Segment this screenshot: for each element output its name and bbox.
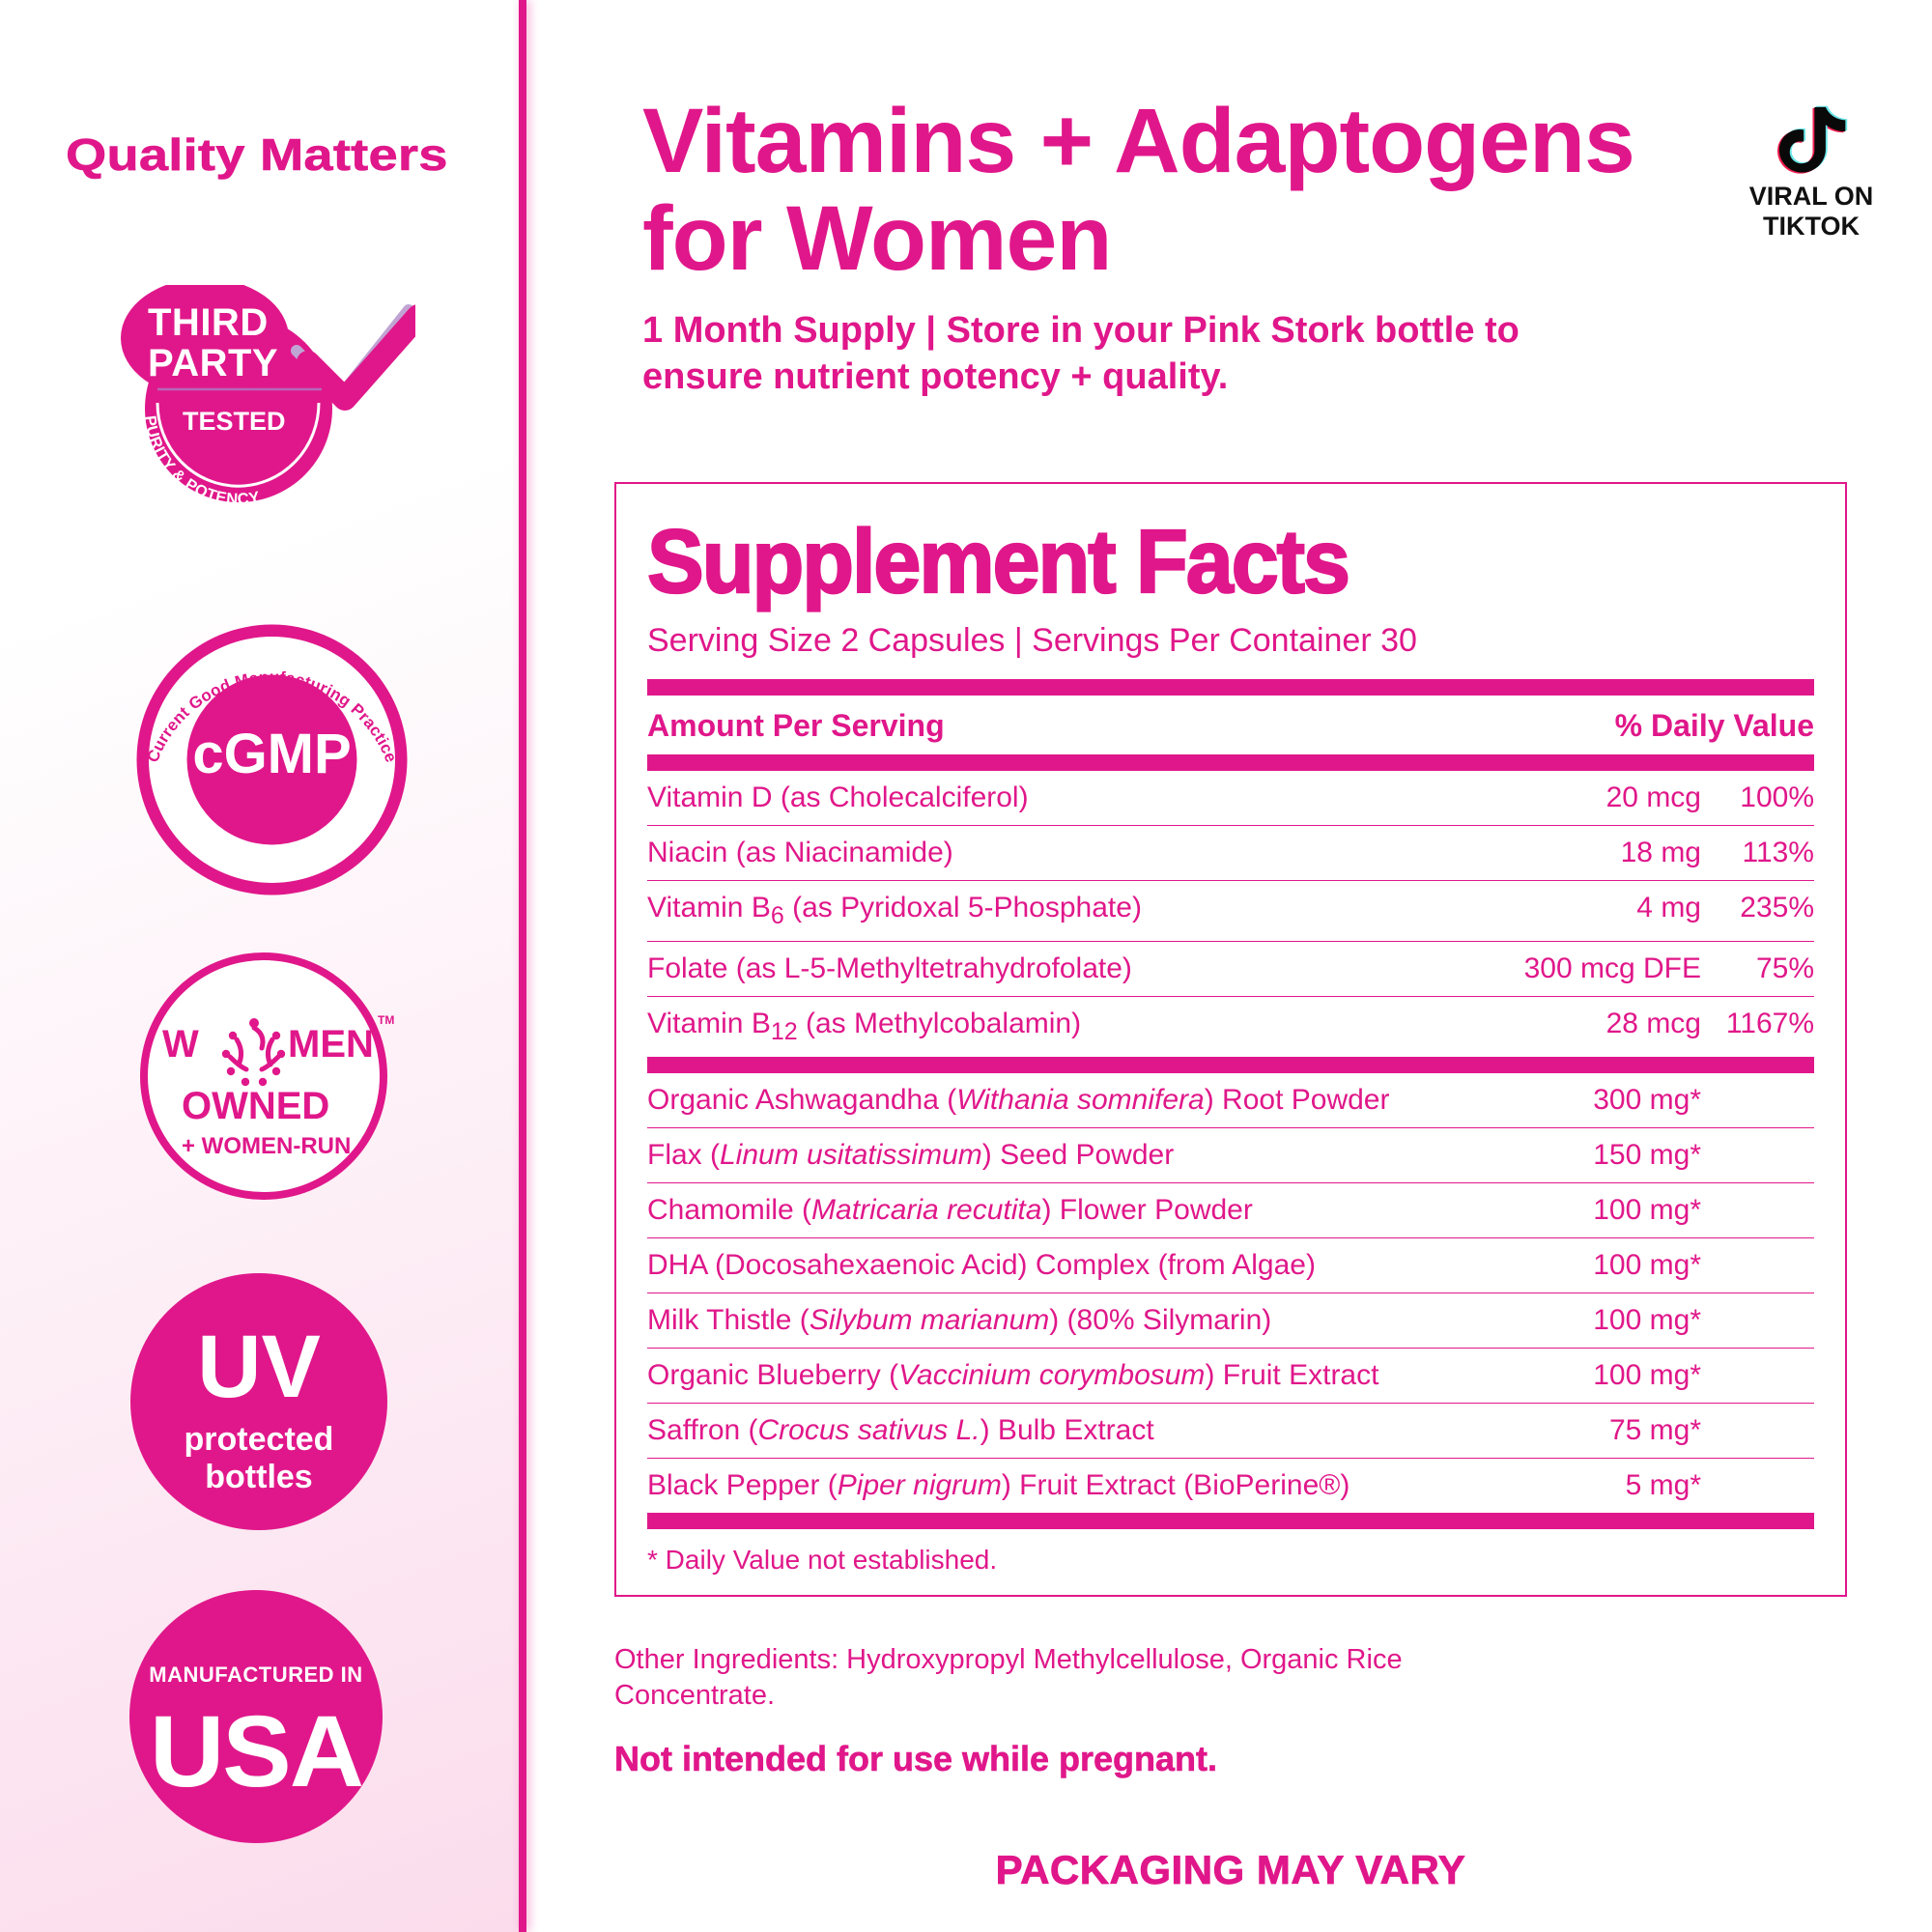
svg-text:MANUFACTURED IN: MANUFACTURED IN	[149, 1662, 362, 1687]
svg-text:protected: protected	[185, 1421, 334, 1458]
svg-text:THIRD: THIRD	[148, 301, 269, 344]
svg-text:MEN: MEN	[288, 1023, 374, 1065]
svg-text:UV: UV	[197, 1318, 321, 1416]
svg-text:TM: TM	[378, 1013, 394, 1027]
svg-text:W: W	[162, 1023, 199, 1065]
svg-text:cGMP: cGMP	[192, 723, 351, 785]
svg-text:USA: USA	[150, 1695, 362, 1808]
svg-text:OWNED: OWNED	[182, 1085, 329, 1127]
svg-text:TESTED: TESTED	[183, 407, 286, 436]
svg-text:+ WOMEN-RUN: + WOMEN-RUN	[182, 1133, 351, 1159]
svg-text:bottles: bottles	[205, 1459, 312, 1495]
svg-text:PARTY: PARTY	[148, 342, 278, 384]
